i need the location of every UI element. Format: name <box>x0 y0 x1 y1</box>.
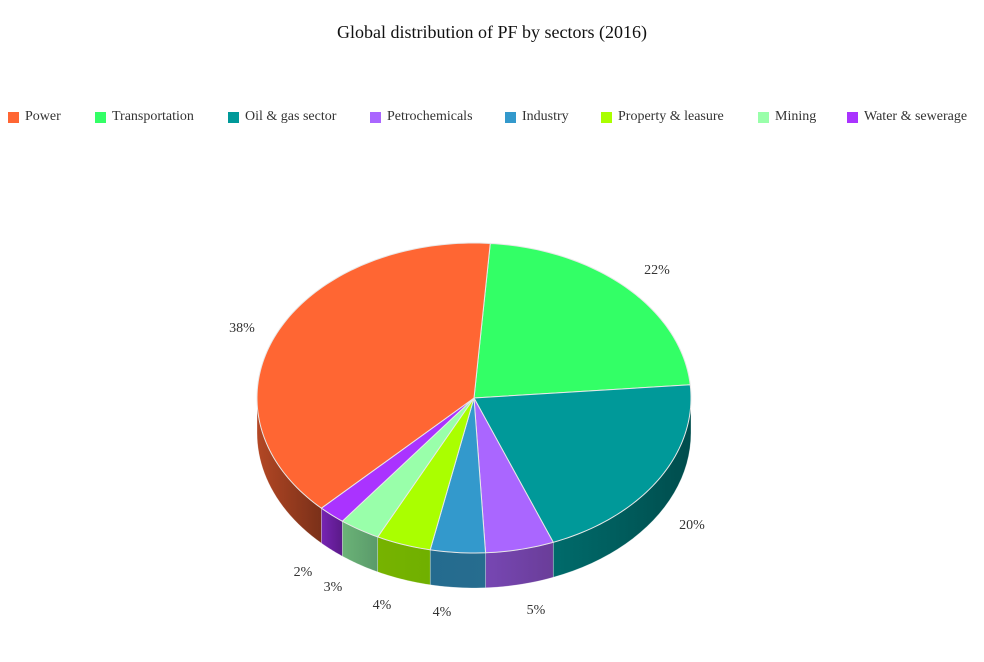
legend-item-petrochemicals[interactable]: Petrochemicals <box>370 109 473 125</box>
pie-labels: 22% 20% 5% 4% 4% 3% 2% 38% <box>229 263 705 620</box>
pie-slice-mining[interactable] <box>341 397 475 538</box>
legend-swatch-petrochemicals <box>370 111 381 123</box>
pie-slice-petrochemicals[interactable] <box>473 397 554 554</box>
legend-label: Oil & gas sector <box>245 109 337 124</box>
pie-sides <box>256 397 692 589</box>
pie-label-oil-gas-sector: 20% <box>679 518 705 533</box>
legend-item-power[interactable]: Power <box>8 109 61 125</box>
pie-label-mining: 3% <box>324 580 343 595</box>
legend-item-industry[interactable]: Industry <box>505 109 569 125</box>
pie-slice-industry[interactable] <box>429 397 487 554</box>
legend-item-transportation[interactable]: Transportation <box>95 109 194 125</box>
pie-label-water-sewerage: 2% <box>294 565 313 580</box>
pie-slice-transportation[interactable] <box>473 242 691 399</box>
legend-label: Transportation <box>112 109 194 124</box>
pie-label-property-leasure: 4% <box>373 598 392 613</box>
legend-item-water[interactable]: Water & sewerage <box>847 109 967 125</box>
legend-swatch-industry <box>505 111 516 123</box>
pie-slice-oil-gas-sector[interactable] <box>473 384 692 543</box>
pie-label-industry: 4% <box>433 605 452 620</box>
pie-slices <box>256 242 692 554</box>
pie-slice-power[interactable] <box>256 242 491 509</box>
pie-slice-water-sewerage[interactable] <box>320 397 475 522</box>
legend-label: Industry <box>522 109 569 124</box>
legend-label: Property & leasure <box>618 109 724 124</box>
legend-label: Water & sewerage <box>864 109 968 124</box>
legend-swatch-transportation <box>95 111 106 123</box>
chart-title: Global distribution of PF by sectors (20… <box>337 22 647 42</box>
pie-label-transportation: 22% <box>644 263 670 278</box>
legend-label: Power <box>25 109 61 124</box>
legend-item-property[interactable]: Property & leasure <box>601 109 724 125</box>
legend-swatch-water <box>847 111 858 123</box>
legend-item-mining[interactable]: Mining <box>758 109 816 125</box>
legend-swatch-power <box>8 111 19 123</box>
legend-label: Petrochemicals <box>387 109 473 124</box>
legend-swatch-property <box>601 111 612 123</box>
legend-label: Mining <box>775 109 817 124</box>
legend-swatch-mining <box>758 111 769 123</box>
legend: Power Transportation Oil & gas sector Pe… <box>0 109 984 127</box>
pie-side-industry <box>429 549 486 589</box>
pie-label-petrochemicals: 5% <box>527 603 546 618</box>
pie-slice-property-leasure[interactable] <box>376 397 475 551</box>
pie-label-power: 38% <box>229 321 255 336</box>
legend-swatch-oil-gas <box>228 111 239 123</box>
legend-item-oil-gas[interactable]: Oil & gas sector <box>228 109 336 125</box>
